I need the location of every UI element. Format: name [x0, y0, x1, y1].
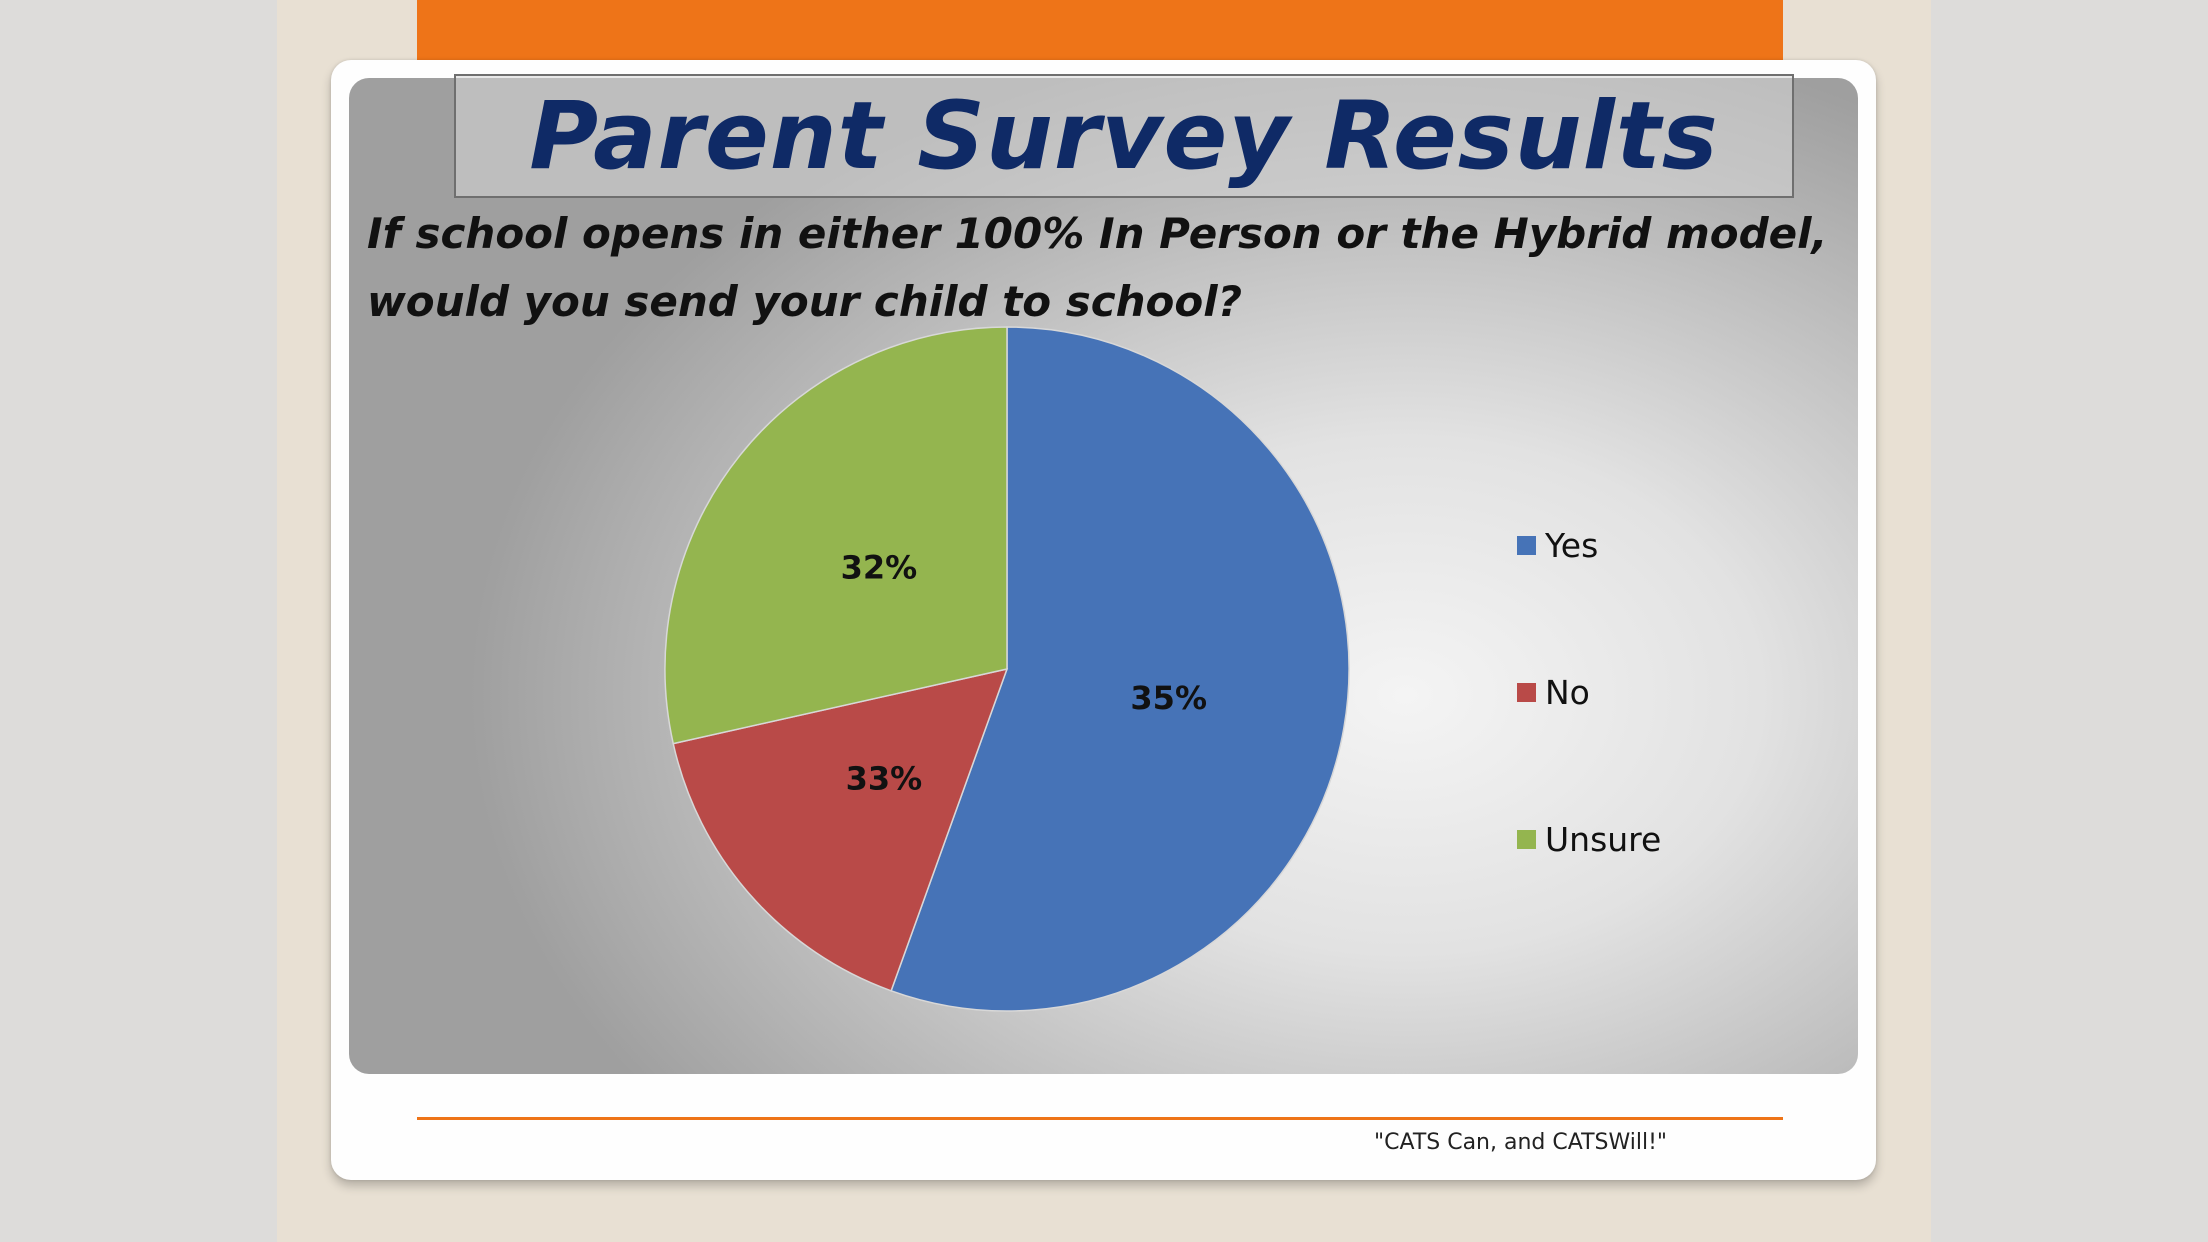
footer-divider [417, 1117, 1783, 1120]
data-label-unsure: 32% [841, 548, 918, 586]
header-accent-bar [417, 0, 1783, 68]
footer-slogan: "CATS Can, and CATSWill!" [1374, 1130, 1668, 1155]
legend-label-unsure: Unsure [1545, 819, 1662, 859]
data-label-no: 33% [846, 760, 923, 798]
legend-label-no: No [1545, 672, 1590, 712]
pie-slice-unsure [664, 326, 1008, 745]
legend-swatch-yes [1517, 535, 1536, 555]
legend-item-yes: Yes [1517, 525, 1661, 565]
pie-slice-no [672, 667, 1009, 992]
data-label-yes: 35% [1130, 679, 1207, 717]
survey-question: If school opens in either 100% In Person… [367, 209, 1828, 326]
legend-label-yes: Yes [1545, 525, 1599, 565]
legend-item-no: No [1517, 672, 1661, 712]
chart-legend: Yes No Unsure [1517, 525, 1661, 966]
legend-swatch-unsure [1517, 829, 1536, 849]
title-box: Parent Survey Results [454, 74, 1794, 198]
chart-title: Parent Survey Results [529, 81, 1719, 191]
pie-slice-yes [890, 326, 1350, 1012]
legend-item-unsure: Unsure [1517, 819, 1661, 859]
legend-swatch-no [1517, 682, 1536, 702]
